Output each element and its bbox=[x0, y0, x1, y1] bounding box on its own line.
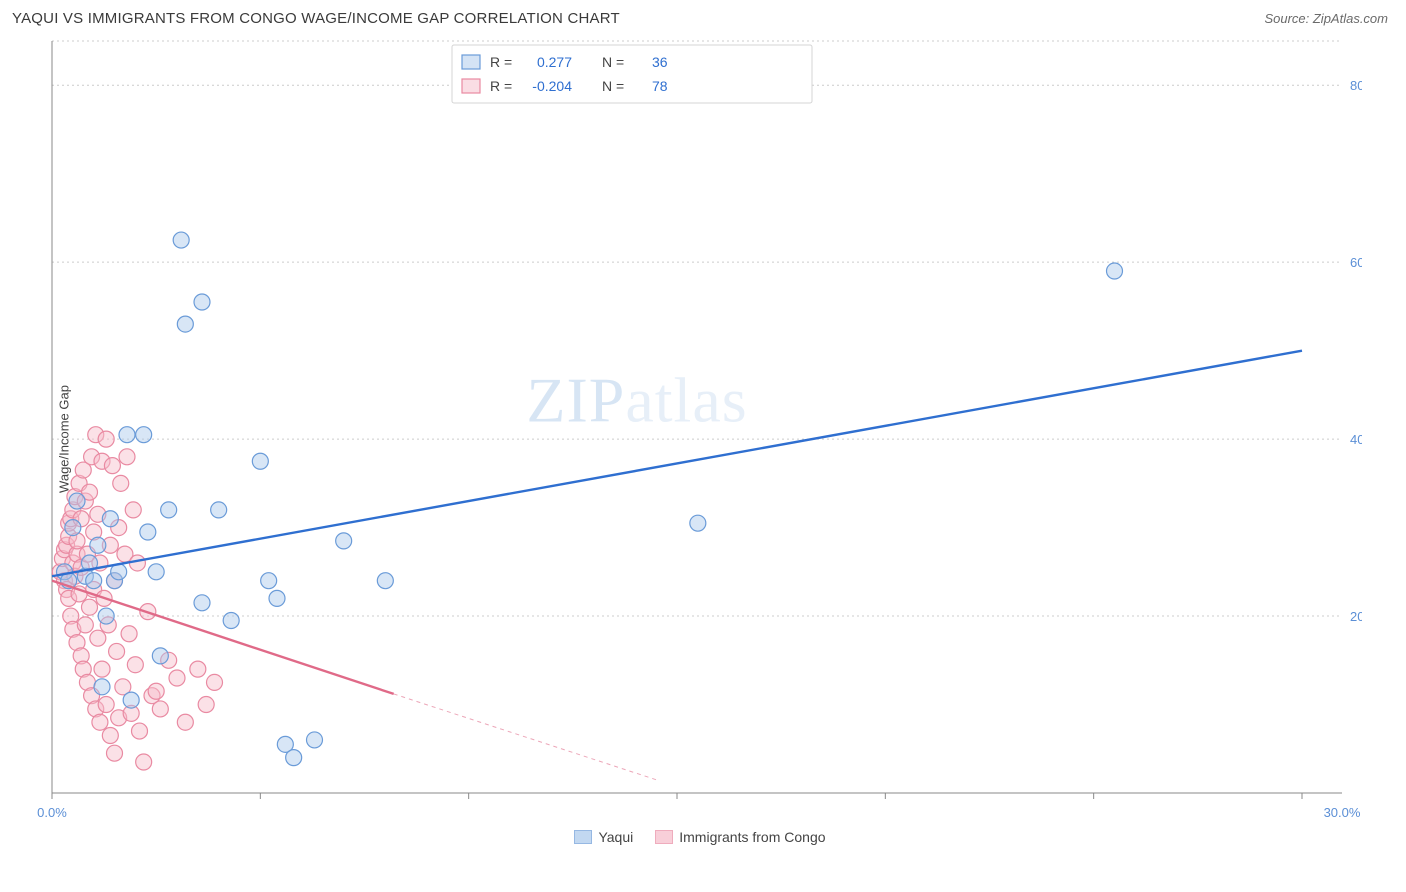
legend-swatch bbox=[574, 830, 592, 844]
yaqui-point bbox=[102, 511, 118, 527]
svg-text:80.0%: 80.0% bbox=[1350, 78, 1362, 93]
legend-n-label: N = bbox=[602, 54, 624, 70]
legend-item: Yaqui bbox=[574, 829, 633, 845]
yaqui-point bbox=[377, 573, 393, 589]
yaqui-point bbox=[307, 732, 323, 748]
yaqui-point bbox=[148, 564, 164, 580]
yaqui-point bbox=[336, 533, 352, 549]
yaqui-point bbox=[173, 232, 189, 248]
congo-point bbox=[98, 697, 114, 713]
legend-item: Immigrants from Congo bbox=[655, 829, 825, 845]
source-link[interactable]: ZipAtlas.com bbox=[1313, 11, 1388, 26]
legend-bottom: Yaqui Immigrants from Congo bbox=[12, 823, 1388, 845]
yaqui-point bbox=[140, 524, 156, 540]
congo-point bbox=[82, 599, 98, 615]
yaqui-point bbox=[69, 493, 85, 509]
congo-point bbox=[136, 754, 152, 770]
svg-text:ZIPatlas: ZIPatlas bbox=[526, 364, 747, 435]
congo-trendline-extrapolated bbox=[394, 694, 657, 780]
congo-point bbox=[169, 670, 185, 686]
legend-r-value: -0.204 bbox=[532, 78, 572, 94]
yaqui-point bbox=[136, 427, 152, 443]
congo-point bbox=[104, 458, 120, 474]
legend-label: Immigrants from Congo bbox=[679, 829, 825, 845]
yaqui-point bbox=[211, 502, 227, 518]
congo-point bbox=[113, 475, 129, 491]
legend-r-label: R = bbox=[490, 78, 512, 94]
svg-text:60.0%: 60.0% bbox=[1350, 255, 1362, 270]
congo-point bbox=[121, 626, 137, 642]
congo-point bbox=[127, 657, 143, 673]
yaqui-point bbox=[65, 520, 81, 536]
legend-n-value: 36 bbox=[652, 54, 668, 70]
congo-point bbox=[207, 674, 223, 690]
congo-point bbox=[90, 630, 106, 646]
congo-point bbox=[132, 723, 148, 739]
yaqui-point bbox=[223, 612, 239, 628]
congo-point bbox=[98, 431, 114, 447]
svg-text:0.0%: 0.0% bbox=[37, 805, 67, 820]
yaqui-point bbox=[161, 502, 177, 518]
congo-point bbox=[92, 714, 108, 730]
yaqui-point bbox=[269, 590, 285, 606]
yaqui-point bbox=[119, 427, 135, 443]
congo-point bbox=[125, 502, 141, 518]
legend-swatch-congo bbox=[462, 79, 480, 93]
yaqui-point bbox=[194, 595, 210, 611]
yaqui-point bbox=[1107, 263, 1123, 279]
yaqui-point bbox=[286, 750, 302, 766]
yaqui-point bbox=[194, 294, 210, 310]
svg-text:40.0%: 40.0% bbox=[1350, 432, 1362, 447]
congo-point bbox=[77, 617, 93, 633]
correlation-scatter-chart: 20.0% 40.0% 60.0% 80.0% 0.0% 30.0% ZIPatlas R =… bbox=[12, 33, 1362, 823]
legend-label: Yaqui bbox=[598, 829, 633, 845]
congo-point bbox=[102, 727, 118, 743]
svg-text:20.0%: 20.0% bbox=[1350, 609, 1362, 624]
yaqui-point bbox=[123, 692, 139, 708]
yaqui-point bbox=[152, 648, 168, 664]
congo-point bbox=[152, 701, 168, 717]
yaqui-point bbox=[177, 316, 193, 332]
yaqui-point bbox=[90, 537, 106, 553]
svg-text:30.0%: 30.0% bbox=[1324, 805, 1361, 820]
yaqui-point bbox=[86, 573, 102, 589]
congo-point bbox=[109, 643, 125, 659]
legend-n-value: 78 bbox=[652, 78, 668, 94]
source-attribution: Source: ZipAtlas.com bbox=[1264, 11, 1388, 26]
congo-point bbox=[119, 449, 135, 465]
congo-point bbox=[198, 697, 214, 713]
legend-swatch-yaqui bbox=[462, 55, 480, 69]
congo-point bbox=[148, 683, 164, 699]
congo-point bbox=[177, 714, 193, 730]
y-axis-label: Wage/Income Gap bbox=[56, 385, 71, 493]
yaqui-point bbox=[261, 573, 277, 589]
legend-swatch bbox=[655, 830, 673, 844]
legend-n-label: N = bbox=[602, 78, 624, 94]
yaqui-point bbox=[690, 515, 706, 531]
yaqui-point bbox=[98, 608, 114, 624]
legend-r-label: R = bbox=[490, 54, 512, 70]
congo-point bbox=[107, 745, 123, 761]
legend-r-value: 0.277 bbox=[537, 54, 572, 70]
yaqui-point bbox=[252, 453, 268, 469]
yaqui-point bbox=[94, 679, 110, 695]
chart-title: YAQUI VS IMMIGRANTS FROM CONGO WAGE/INCO… bbox=[12, 10, 620, 27]
source-prefix: Source: bbox=[1264, 11, 1312, 26]
congo-point bbox=[94, 661, 110, 677]
congo-point bbox=[190, 661, 206, 677]
